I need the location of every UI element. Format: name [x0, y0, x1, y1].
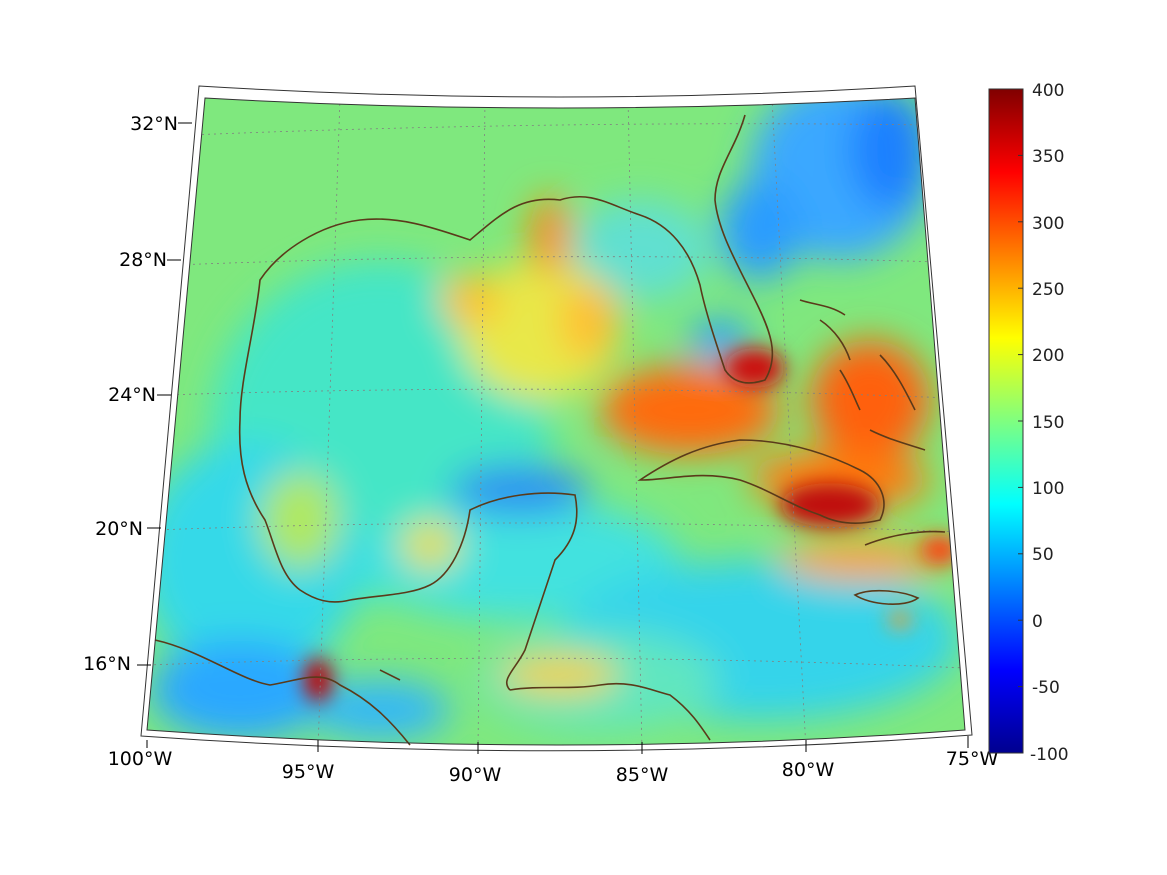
colorbar-tick-300: 300: [1032, 214, 1064, 234]
map-frame: [146, 97, 966, 746]
colorbar-tick-minus100: -100: [1030, 745, 1069, 765]
map-field: [147, 98, 965, 745]
colorbar-tick-100: 100: [1032, 479, 1064, 499]
lon-label-75: 75°W: [946, 748, 999, 770]
colorbar-tick-250: 250: [1032, 280, 1064, 300]
lat-label-24: 24°N: [108, 384, 156, 406]
colorbar-tick-150: 150: [1032, 413, 1064, 433]
colorbar-tick-400: 400: [1032, 81, 1064, 101]
colorbar-tick-350: 350: [1032, 147, 1064, 167]
lat-label-28: 28°N: [119, 249, 167, 271]
coastlines: [154, 114, 946, 746]
lat-label-32: 32°N: [130, 113, 178, 135]
colorbar-ticks: [1018, 154, 1023, 688]
lon-label-95: 95°W: [282, 761, 335, 783]
lon-ticks: [146, 736, 969, 754]
colorbar-tick-minus50: -50: [1032, 678, 1060, 698]
colorbar-tick-50: 50: [1032, 545, 1054, 565]
lon-label-100: 100°W: [108, 748, 173, 770]
lon-label-85: 85°W: [616, 764, 669, 786]
colorbar-tick-0: 0: [1032, 612, 1043, 632]
graticule: [147, 98, 965, 745]
colorbar-tick-200: 200: [1032, 346, 1064, 366]
lat-label-20: 20°N: [95, 518, 143, 540]
lat-ticks: [137, 122, 192, 666]
lat-label-16: 16°N: [83, 653, 131, 675]
lon-label-80: 80°W: [782, 759, 835, 781]
colorbar: [988, 88, 1024, 754]
map-frame-outer: [140, 85, 973, 752]
lon-label-90: 90°W: [449, 764, 502, 786]
